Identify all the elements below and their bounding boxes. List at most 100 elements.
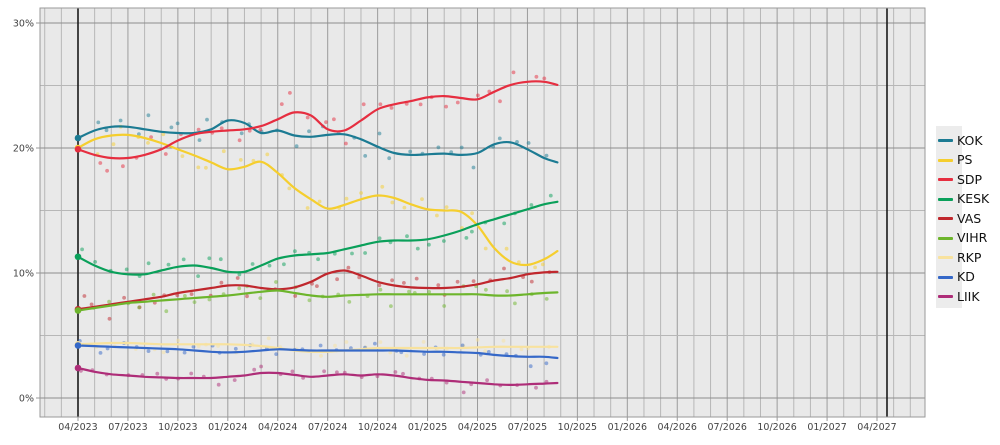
poll-dot — [529, 203, 534, 207]
legend-item-rkp[interactable]: RKP — [938, 248, 989, 268]
poll-dot — [146, 261, 151, 266]
poll-dot — [544, 297, 549, 301]
poll-dot — [111, 142, 116, 147]
poll-dot — [232, 378, 237, 382]
poll-dot — [233, 346, 238, 351]
poll-dot — [169, 125, 174, 130]
legend-swatch-kd — [938, 275, 953, 279]
x-axis-label: 01/2027 — [807, 422, 846, 433]
poll-dot — [137, 305, 142, 310]
poll-dot — [182, 350, 187, 355]
poll-dot — [305, 115, 310, 120]
poll-dot — [196, 127, 201, 132]
poll-dot — [305, 206, 310, 210]
poll-dot — [192, 300, 197, 304]
trend-line-kesk[interactable] — [76, 200, 559, 276]
legend-swatch-vas — [938, 217, 953, 221]
x-axis-label: 01/2024 — [208, 422, 247, 433]
poll-dot — [475, 338, 480, 342]
trend-line-vihr[interactable] — [76, 289, 559, 312]
legend-item-kok[interactable]: KOK — [938, 131, 989, 151]
poll-dot — [107, 316, 112, 321]
poll-dot — [122, 295, 126, 300]
x-axis-label: 10/2023 — [158, 422, 197, 433]
legend-item-vihr[interactable]: VIHR — [938, 229, 989, 249]
poll-dot — [319, 354, 323, 358]
election-result-marker-sdp — [74, 145, 82, 153]
poll-dot — [316, 257, 320, 262]
poll-dot — [361, 102, 366, 107]
poll-dot — [526, 141, 531, 145]
poll-dot — [407, 289, 411, 294]
poll-dot — [505, 289, 509, 294]
poll-dot — [486, 350, 491, 354]
legend-label: KD — [957, 269, 975, 284]
trend-line-rkp[interactable] — [76, 341, 559, 354]
legend-label: LIIK — [957, 288, 980, 304]
poll-dot — [161, 132, 166, 137]
trend-line-sdp[interactable] — [76, 80, 559, 160]
poll-dot — [205, 117, 209, 122]
poll-dot — [196, 165, 201, 170]
poll-dot — [118, 118, 123, 123]
poll-scatter-vihr — [91, 280, 549, 314]
poll-dot — [146, 141, 150, 145]
poll-dot — [315, 284, 319, 288]
poll-dot — [534, 74, 539, 79]
poll-dot — [534, 385, 538, 390]
legend-item-sdp[interactable]: SDP — [938, 170, 989, 190]
poll-dot — [121, 164, 125, 169]
x-axis-label: 04/2027 — [857, 422, 896, 433]
poll-dot — [470, 211, 474, 216]
poll-dot — [402, 281, 406, 285]
poll-dot — [237, 138, 242, 143]
poll-dot — [444, 104, 448, 109]
poll-dot — [460, 343, 465, 348]
poll-dot — [498, 99, 502, 104]
poll-dot — [218, 257, 223, 262]
poll-dot — [519, 347, 524, 352]
legend-swatch-kok — [938, 139, 953, 143]
poll-dot — [239, 131, 244, 136]
poll-dot — [346, 265, 351, 270]
poll-dot — [258, 127, 263, 132]
poll-dot — [293, 249, 297, 254]
trend-line-kd[interactable] — [76, 344, 559, 360]
chart-legend: KOK PS SDP KESK VAS VIHR RKP KD LIIK — [938, 131, 989, 307]
trend-line-kok[interactable] — [76, 119, 559, 164]
poll-dot — [464, 236, 469, 240]
legend-item-liik[interactable]: LIIK — [938, 287, 989, 307]
poll-dot — [107, 299, 111, 304]
poll-dot — [501, 338, 506, 343]
trend-line-liik[interactable] — [76, 366, 559, 386]
poll-dot — [389, 106, 394, 110]
poll-dot — [98, 161, 103, 165]
poll-dot — [93, 260, 97, 264]
poll-dot — [401, 371, 405, 376]
legend-item-ps[interactable]: PS — [938, 151, 989, 171]
x-axis-label: 10/2025 — [558, 422, 597, 433]
poll-dot — [332, 117, 336, 122]
legend-item-kd[interactable]: KD — [938, 268, 989, 288]
poll-dot — [335, 370, 339, 375]
legend-item-vas[interactable]: VAS — [938, 209, 989, 229]
poll-dot — [378, 102, 383, 107]
poll-dot — [540, 262, 545, 267]
trend-line-ps[interactable] — [76, 133, 559, 267]
poll-dot — [238, 158, 243, 162]
x-axis-label: 04/2024 — [258, 422, 297, 433]
poll-dot — [542, 76, 547, 81]
legend-swatch-ps — [938, 158, 953, 162]
legend-item-kesk[interactable]: KESK — [938, 190, 989, 210]
poll-dot — [165, 349, 170, 354]
y-axis-label: 20% — [13, 144, 34, 155]
poll-dot — [175, 121, 180, 126]
x-axis-label: 07/2025 — [508, 422, 547, 433]
poll-dot — [96, 120, 101, 125]
poll-dot — [98, 351, 103, 355]
poll-dot — [421, 340, 426, 344]
poll-dot — [504, 246, 509, 251]
trend-line-vas[interactable] — [76, 269, 559, 311]
poll-dot — [237, 272, 242, 277]
poll-dot — [404, 353, 409, 358]
